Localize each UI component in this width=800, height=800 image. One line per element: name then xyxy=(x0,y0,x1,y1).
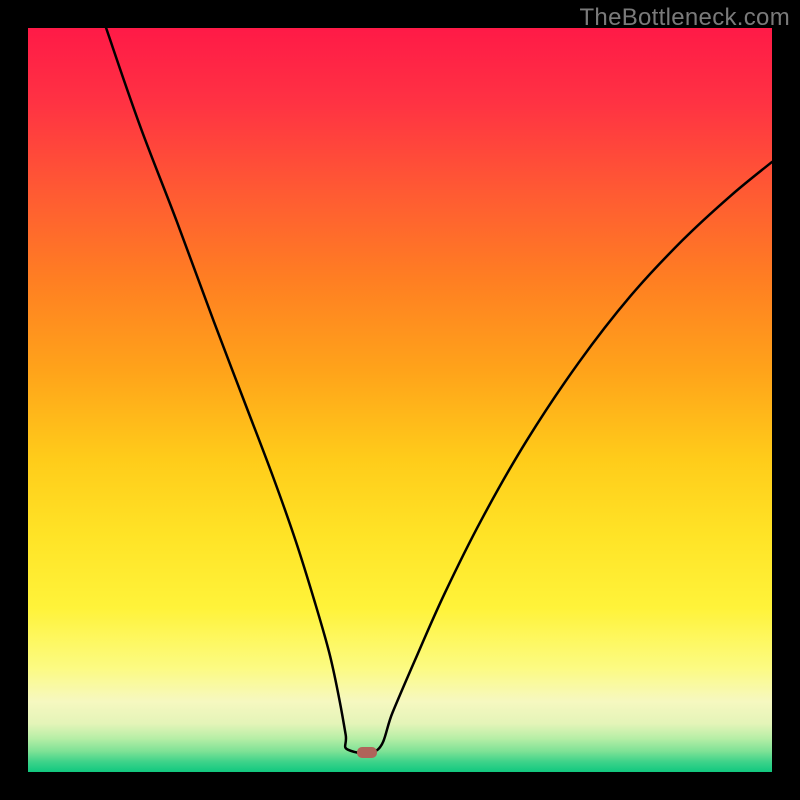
watermark-text: TheBottleneck.com xyxy=(579,4,790,32)
chart-container: TheBottleneck.com xyxy=(0,0,800,800)
plot-area xyxy=(28,28,772,772)
curve-svg xyxy=(28,28,772,772)
bottleneck-curve xyxy=(106,28,772,753)
apex-marker xyxy=(357,747,377,758)
